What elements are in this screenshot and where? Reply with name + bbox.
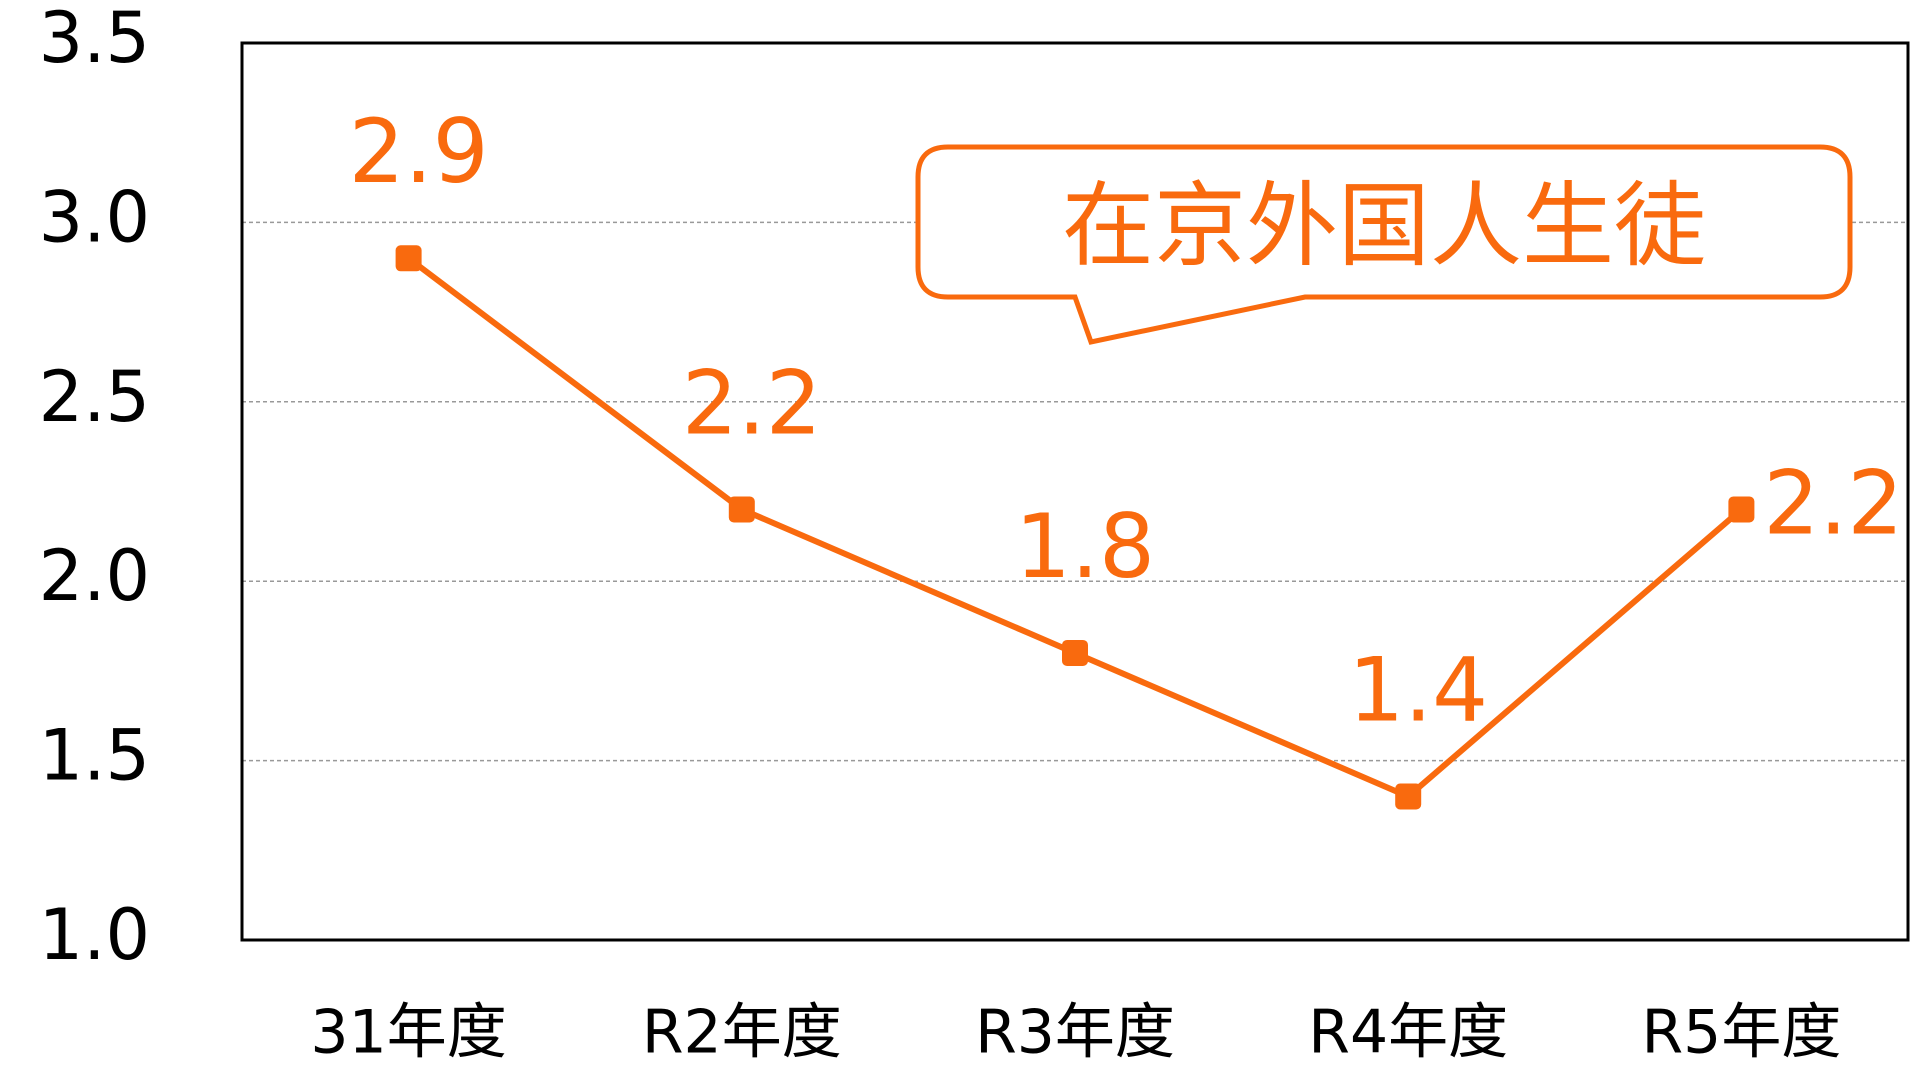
x-tick-label: R3年度 xyxy=(975,998,1175,1068)
data-label: 1.8 xyxy=(1015,495,1155,598)
marker xyxy=(1395,783,1422,810)
y-tick-label: 3.0 xyxy=(39,176,150,258)
data-label: 2.9 xyxy=(349,100,489,203)
x-tick-label: R2年度 xyxy=(642,998,842,1068)
y-tick-label: 2.5 xyxy=(39,356,150,438)
marker xyxy=(728,496,755,523)
x-tick-label: R5年度 xyxy=(1641,998,1841,1068)
data-label: 2.2 xyxy=(682,351,822,454)
x-tick-label: R4年度 xyxy=(1308,998,1508,1068)
callout: 在京外国人生徒 xyxy=(915,144,1853,345)
plot-border xyxy=(240,41,1910,942)
y-tick-label: 2.0 xyxy=(39,535,150,617)
y-tick-label: 1.0 xyxy=(39,894,150,976)
data-label: 2.2 xyxy=(1763,451,1903,554)
legend-label: 在京外国人生徒 xyxy=(1062,172,1706,279)
marker xyxy=(1062,639,1088,666)
y-tick-label: 1.5 xyxy=(39,715,150,797)
callout-box xyxy=(915,144,1853,345)
y-tick-label: 3.5 xyxy=(39,0,150,79)
x-tick-label: 31年度 xyxy=(310,998,506,1068)
marker xyxy=(1728,496,1755,523)
data-label: 1.4 xyxy=(1348,638,1488,741)
marker xyxy=(395,245,422,272)
